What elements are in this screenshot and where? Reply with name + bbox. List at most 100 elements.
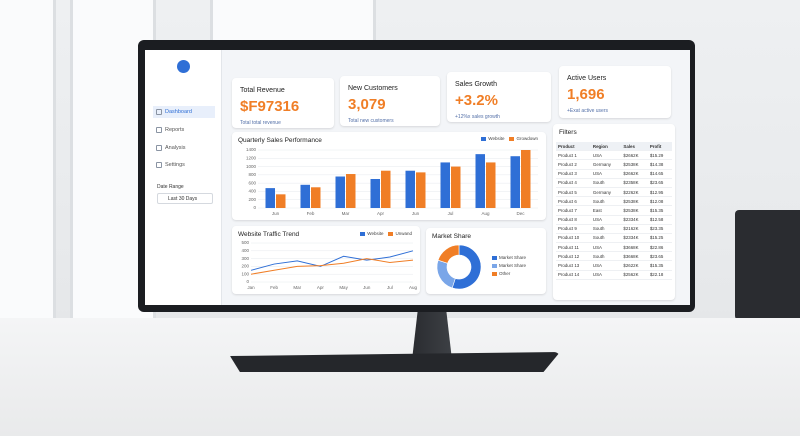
legend-item: Market Share	[492, 262, 526, 270]
column-header: Region	[590, 142, 622, 152]
table-cell: Product 10	[556, 233, 591, 244]
table-row: Product 11 USA $3668K $22.86	[556, 242, 672, 253]
table-cell: $3668K	[621, 251, 648, 262]
table-cell: $2662K	[621, 169, 648, 179]
table-cell: $15.29	[647, 150, 672, 161]
bar	[486, 162, 496, 208]
y-tick-label: 100	[241, 271, 249, 276]
table-cell: $23.65	[647, 178, 672, 188]
table-header: Product Region Sales Profit	[556, 142, 672, 152]
legend-swatch	[492, 272, 497, 276]
table-cell: Germany	[590, 187, 622, 198]
table-cell: Product 7	[556, 205, 591, 216]
date-range-select[interactable]: Last 30 Days	[157, 193, 213, 204]
table-cell: Product 11	[556, 242, 591, 253]
kpi-card: Sales Growth +3.2% +12%x sales growth	[447, 72, 551, 122]
dashboard: Dashboard Reports Analysis Settings Date…	[145, 50, 690, 305]
legend-swatch	[481, 136, 487, 141]
legend-label: Other	[499, 271, 511, 276]
table-cell: Product 5	[556, 187, 591, 198]
table-row: Product 4 South $2358K $23.65	[556, 178, 672, 188]
x-tick-label: Jun	[272, 211, 280, 216]
nav-item[interactable]: Reports	[153, 124, 215, 136]
table-cell: $22.86	[647, 242, 672, 253]
table-cell: USA	[590, 270, 622, 280]
table-cell: South	[590, 224, 622, 234]
x-tick-label: Mar	[342, 211, 350, 216]
bar	[521, 150, 531, 208]
table-cell: South	[590, 178, 622, 188]
pie-slice	[436, 259, 456, 289]
line-chart-panel: Website Traffic Trend Website Unwand 0 100 20…	[232, 226, 420, 294]
x-tick-label: Aug	[481, 211, 490, 216]
bar	[346, 174, 356, 208]
kpi-value: $F97316	[240, 98, 300, 115]
legend-label: Market Share	[499, 263, 527, 268]
window	[0, 0, 56, 341]
table-cell: $2538K	[621, 196, 648, 207]
nav-item[interactable]: Dashboard	[153, 106, 215, 118]
legend-item: Website	[360, 231, 383, 236]
date-range-label: Date Range	[157, 184, 184, 190]
table-cell: $3668K	[621, 242, 648, 253]
table-cell: $14.65	[647, 169, 672, 179]
y-tick-label: 200	[248, 197, 256, 202]
bar	[381, 170, 391, 208]
table-cell: South	[590, 233, 622, 244]
monitor-base	[230, 352, 560, 372]
chair	[735, 210, 800, 320]
x-tick-label: Dec	[516, 211, 525, 216]
table-cell: Product 6	[556, 196, 591, 207]
column-header: Profit	[647, 142, 672, 152]
chart: 0 200 400 600 800 1000 1200 1400 Jun Feb Mar Apr Jun…	[246, 147, 538, 216]
column-header: Product	[556, 142, 591, 152]
y-tick-label: 200	[241, 264, 249, 269]
table-cell: $22.18	[647, 270, 672, 280]
table-row: Product 5 Germany $2262K $12.95	[556, 187, 672, 198]
bar	[475, 154, 485, 208]
legend-swatch	[509, 136, 515, 141]
y-tick-label: 500	[241, 240, 249, 245]
kpi-note: +12%x sales growth	[455, 114, 500, 120]
table-row: Product 12 South $3668K $23.65	[556, 251, 672, 262]
panel-title: Website Traffic Trend	[238, 231, 300, 238]
pie-chart-panel: Market Share Market Share Market Share Othe…	[426, 228, 546, 294]
kpi-value: +3.2%	[455, 92, 498, 109]
table-cell: Product 14	[556, 270, 591, 280]
bar	[370, 179, 380, 208]
nav-item[interactable]: Analysis	[153, 142, 215, 154]
legend-item: Market Share	[492, 254, 526, 262]
bar	[405, 170, 415, 208]
legend-swatch	[360, 231, 366, 236]
desk	[0, 318, 800, 436]
table-cell: Product 3	[556, 169, 591, 179]
table-cell: $15.35	[647, 260, 672, 271]
legend-label: Growdown	[516, 136, 538, 141]
table-row: Product 3 USA $2662K $14.65	[556, 169, 672, 179]
legend-swatch	[492, 256, 497, 260]
x-tick-label: Jun	[412, 211, 420, 216]
table-row: Product 8 USA $2334K $12.58	[556, 215, 672, 225]
table-cell: $12.08	[647, 196, 672, 207]
table-cell: $2622K	[621, 260, 648, 271]
panel-title: Quarterly Sales Performance	[238, 137, 322, 144]
nav-item[interactable]: Settings	[153, 159, 215, 171]
line	[250, 258, 414, 275]
legend-swatch	[492, 264, 497, 268]
chart	[436, 244, 482, 290]
line	[250, 250, 414, 271]
table-row: Product 6 South $2538K $12.08	[556, 196, 672, 207]
x-tick-label: Mar	[293, 285, 301, 290]
legend-item: Other	[492, 270, 526, 278]
x-tick-label: Jul	[387, 285, 393, 290]
table-cell: $2538K	[621, 159, 648, 170]
kpi-card: New Customers 3,079 Total new customers	[340, 76, 440, 126]
table-cell: Product 2	[556, 159, 591, 170]
y-tick-label: 0	[253, 205, 256, 210]
table-row: Product 14 USA $2562K $22.18	[556, 270, 672, 280]
bar	[300, 184, 310, 208]
table-cell: $2662K	[621, 150, 648, 161]
bar	[265, 188, 275, 208]
y-tick-label: 1200	[246, 155, 257, 160]
table-cell: $2358K	[621, 178, 648, 188]
